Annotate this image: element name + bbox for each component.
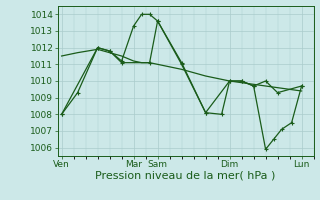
- X-axis label: Pression niveau de la mer( hPa ): Pression niveau de la mer( hPa ): [95, 171, 276, 181]
